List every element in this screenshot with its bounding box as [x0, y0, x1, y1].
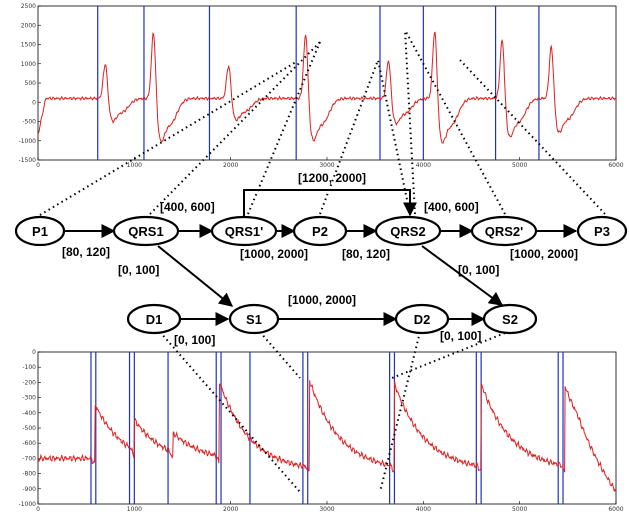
x-tick-label: 6000: [608, 162, 623, 169]
dotted-link-d1: [159, 331, 301, 493]
node-qrs1-label: QRS1: [128, 224, 163, 239]
edge-label-qrs1p-qrs2: [1200, 2000]: [298, 171, 366, 185]
node-p1-label: P1: [32, 224, 48, 239]
dotted-link-qrs1p: [247, 41, 321, 215]
x-tick-label: 1000: [127, 506, 142, 513]
y-tick-label: 1500: [21, 42, 36, 49]
edge-label-d1-s1: [0, 100]: [174, 333, 215, 347]
y-tick-label: -1000: [19, 501, 37, 508]
edge-label-qrs2-qrs2p: [400, 600]: [424, 200, 479, 214]
edge-label-qrs1-qrs1p: [400, 600]: [160, 200, 215, 214]
x-tick-label: 2000: [223, 506, 238, 513]
node-s2-label: S2: [502, 312, 518, 327]
edge-label-p1-qrs1: [80, 120]: [62, 245, 110, 259]
node-s1: S1: [228, 303, 280, 335]
graph-edges: [64, 189, 578, 326]
edge-label-qrs2-s2: [0, 100]: [458, 263, 499, 277]
dotted-link-qrs1: [149, 41, 321, 215]
y-tick-label: 0: [32, 99, 36, 106]
node-d1: D1: [126, 303, 182, 335]
node-qrs2: QRS2: [374, 215, 442, 247]
edge-label-qrs1p-p2: [1000, 2000]: [240, 247, 308, 261]
x-tick-label: 5000: [512, 506, 527, 513]
node-qrs2-label: QRS2: [390, 224, 425, 239]
bottom-plot-frame: [37, 351, 617, 505]
node-qrs1-prime-label: QRS1': [225, 224, 264, 239]
node-d1-label: D1: [146, 312, 163, 327]
node-p3: P3: [576, 215, 628, 247]
edge-label-d2-s2: [0, 100]: [440, 329, 481, 343]
dotted-link-qrs2-b: [404, 29, 416, 215]
bottom-ecg-signal: [37, 380, 617, 492]
bottom-plot-markers: [90, 352, 564, 504]
x-tick-label: 3000: [319, 506, 334, 513]
x-tick-label: 4000: [416, 162, 431, 169]
node-qrs1: QRS1: [112, 215, 180, 247]
node-qrs2-prime: QRS2': [470, 215, 538, 247]
edge-qrs1-s1: [157, 245, 234, 307]
y-tick-label: -700: [22, 455, 36, 462]
y-tick-label: -500: [22, 119, 36, 126]
x-tick-label: 5000: [512, 162, 527, 169]
top-plot-markers: [97, 6, 540, 160]
bottom-ecg-plot: 0 -100 -200 -300 -400 -500 -600 -700 -800 -900 -10…: [19, 349, 624, 513]
node-qrs1-prime: QRS1': [210, 215, 278, 247]
y-tick-label: 0: [32, 349, 36, 356]
x-tick-label: 0: [36, 506, 40, 513]
edge-label-qrs1-s1: [0, 100]: [118, 263, 159, 277]
bottom-plot-y-ticks: 0 -100 -200 -300 -400 -500 -600 -700 -800 -900 -10…: [19, 349, 41, 508]
node-d2: D2: [394, 303, 450, 335]
node-p1: P1: [14, 215, 66, 247]
edge-labels: [80, 120] [400, 600] [1000, 2000] [80, 1…: [62, 171, 578, 347]
y-tick-label: -100: [22, 364, 36, 371]
y-tick-label: 500: [25, 80, 37, 87]
y-tick-label: 2500: [21, 3, 36, 10]
top-ecg-signal: [37, 31, 617, 144]
y-tick-label: -300: [22, 395, 36, 402]
top-plot-y-ticks: 2500 2000 1500 1000 500 0 -500 -1000 -1500: [19, 3, 41, 164]
x-tick-label: 4000: [416, 506, 431, 513]
top-plot-x-ticks: 0 1000 2000 3000 4000 5000 6000: [36, 157, 624, 169]
y-tick-label: -1000: [19, 138, 37, 145]
x-tick-label: 6000: [608, 506, 623, 513]
y-tick-label: -600: [22, 440, 36, 447]
node-p3-label: P3: [594, 224, 610, 239]
node-qrs2-prime-label: QRS2': [485, 224, 524, 239]
edge-label-s1-d2: [1000, 2000]: [288, 293, 356, 307]
dotted-link-qrs2: [377, 59, 411, 215]
x-tick-label: 2000: [223, 162, 238, 169]
y-tick-label: 1000: [21, 61, 36, 68]
graph-nodes: P1 QRS1 QRS1' P2 QRS2 QRS2' P3 D1: [14, 215, 628, 335]
edge-qrs2-s2: [421, 245, 504, 306]
top-plot-frame: [37, 5, 617, 161]
y-tick-label: -1500: [19, 157, 37, 164]
y-tick-label: -200: [22, 379, 36, 386]
node-p2-label: P2: [312, 224, 328, 239]
correspondence-lines: [39, 29, 606, 493]
x-tick-label: 1000: [127, 162, 142, 169]
dotted-link-p3: [459, 59, 606, 215]
edge-qrs1p-qrs2: [243, 189, 417, 217]
y-tick-label: -800: [22, 471, 36, 478]
y-tick-label: -500: [22, 425, 36, 432]
x-tick-label: 3000: [319, 162, 334, 169]
y-tick-label: -400: [22, 410, 36, 417]
node-s1-label: S1: [246, 312, 262, 327]
y-tick-label: -900: [22, 486, 36, 493]
node-d2-label: D2: [414, 312, 431, 327]
edge-label-qrs2p-p3: [1000, 2000]: [510, 247, 578, 261]
dotted-link-s2: [391, 332, 506, 379]
edge-label-p2-qrs2: [80, 120]: [342, 247, 390, 261]
node-p2: P2: [292, 215, 348, 247]
y-tick-label: 2000: [21, 22, 36, 29]
node-s2: S2: [482, 303, 538, 335]
dotted-link-s1: [259, 331, 301, 379]
x-tick-label: 0: [36, 162, 40, 169]
